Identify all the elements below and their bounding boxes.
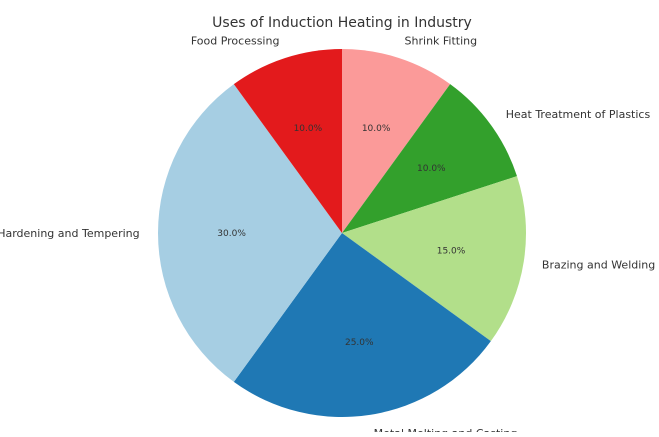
- pie-category-label: Brazing and Welding: [542, 259, 655, 272]
- pie-slice-hardening-and-tempering: [157, 84, 342, 382]
- pie-slice-food-processing: [233, 49, 342, 233]
- pie-category-label: Heat Treatment of Plastics: [506, 108, 651, 121]
- pie-category-label: Food Processing: [191, 35, 280, 48]
- pie-slice-metal-melting-and-casting: [233, 233, 491, 417]
- pie-slice-brazing-and-welding: [342, 176, 526, 342]
- pie-category-label: Metal Melting and Casting: [374, 427, 518, 432]
- pie-category-label: Shrink Fitting: [405, 35, 478, 48]
- pie-percent-label: 10.0%: [417, 164, 446, 174]
- pie-category-label: Hardening and Tempering: [0, 227, 140, 240]
- pie-percent-label: 15.0%: [437, 246, 466, 256]
- pie-slice-shrink-fitting: [342, 49, 451, 233]
- pie-percent-label: 10.0%: [294, 124, 323, 134]
- pie-slice-heat-treatment-of-plastics: [342, 84, 517, 234]
- pie-percent-label: 30.0%: [217, 229, 246, 239]
- chart-title: Uses of Induction Heating in Industry: [212, 15, 472, 31]
- pie-slices: [157, 49, 526, 417]
- pie-percent-label: 25.0%: [345, 338, 374, 348]
- pie-percent-label: 10.0%: [362, 124, 391, 134]
